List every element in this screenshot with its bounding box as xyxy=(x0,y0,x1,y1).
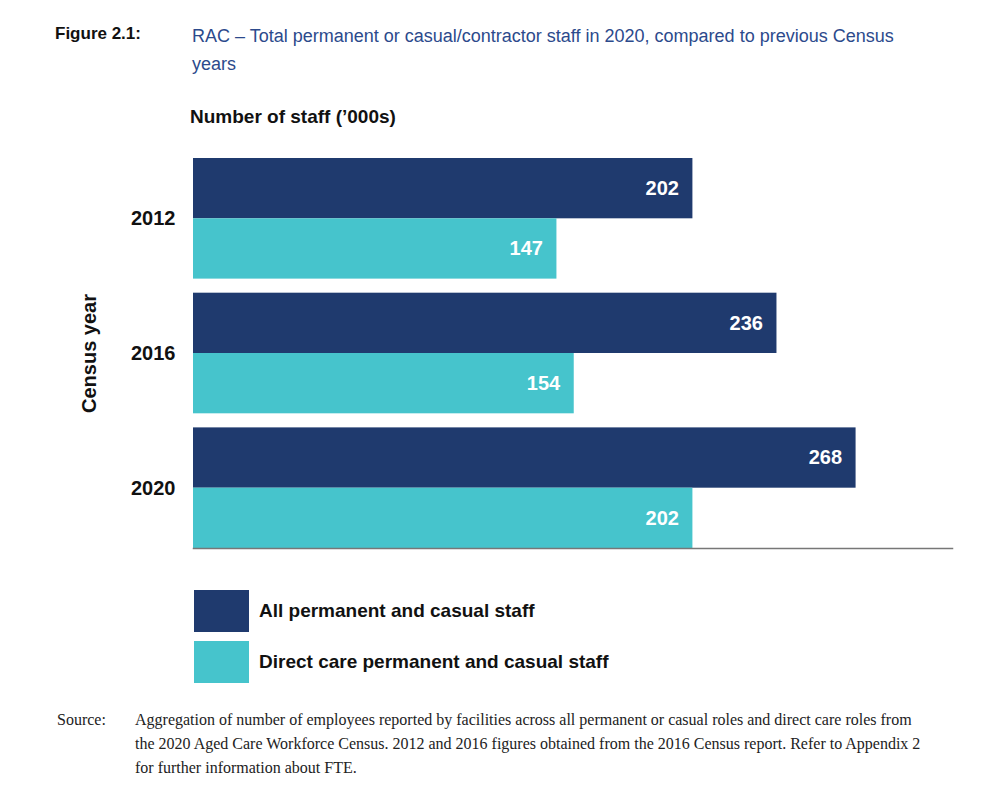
svg-text:154: 154 xyxy=(527,372,561,394)
html-text:Source:: Source: xyxy=(57,711,106,728)
svg-text:202: 202 xyxy=(646,177,679,199)
svg-text:202: 202 xyxy=(646,507,679,529)
svg-text:147: 147 xyxy=(510,237,543,259)
html-text:All permanent and casual staff: All permanent and casual staff xyxy=(259,600,535,621)
svg-text:236: 236 xyxy=(730,312,763,334)
svg-text:2020: 2020 xyxy=(131,477,176,499)
svg-text:2012: 2012 xyxy=(131,207,176,229)
html-text:Direct care permanent and casu: Direct care permanent and casual staff xyxy=(259,651,609,672)
html-text:Aggregation of number of emplo: Aggregation of number of employees repor… xyxy=(135,711,921,776)
html-text:Number of staff (’000s): Number of staff (’000s) xyxy=(190,106,396,127)
svg-text:Census year: Census year xyxy=(78,294,100,413)
svg-text:268: 268 xyxy=(809,446,842,468)
html-text:Figure 2.1:: Figure 2.1: xyxy=(55,24,141,43)
html-text:RAC – Total permanent or casua: RAC – Total permanent or casual/contract… xyxy=(192,26,894,74)
svg-text:2016: 2016 xyxy=(131,342,176,364)
